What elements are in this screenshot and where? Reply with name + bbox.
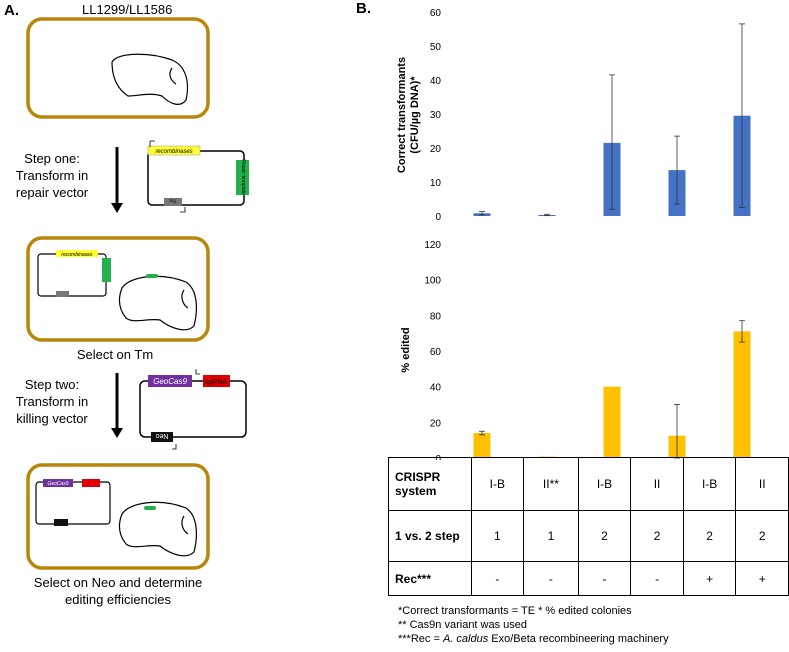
y-tick-label: 0 [435,212,441,223]
integration-site-3 [144,506,156,510]
table-cell: 1 [470,510,525,562]
table-cell: - [630,561,684,596]
sgrna-box-2 [82,479,100,487]
sgrna-text-1: sgRNA [205,379,228,386]
chart-correct-transformants: 0 10 20 30 40 50 60 Correct transformants (CFU/µ… [396,8,751,223]
repair-vector [147,150,245,206]
recombinases-box-1 [147,145,201,156]
neo-box-1 [151,432,173,442]
select-tm-label: Select on Tm [76,347,154,362]
cell-3-outline [26,463,210,570]
y-axis-label: % edited [400,327,412,372]
row-label: 1 vs. 2 step [388,510,472,562]
recombinases-box-2 [56,250,98,257]
recombinases-text-1: recombinases [155,149,192,155]
strain-label: LL1299/LL1586 [82,2,173,17]
table-row-steps: 1 vs. 2 step 1 1 2 2 2 2 [388,510,789,562]
conditions-table: CRISPR system I-B II** I-B II I-B II 1 v… [388,457,789,596]
footnote-1: *Correct transformants = TE * % edited c… [398,605,632,617]
y-tick-label: 100 [424,276,441,287]
table-row-crispr: CRISPR system I-B II** I-B II I-B II [388,457,789,511]
table-cell: 1 [523,510,579,562]
footnote-3: ***Rec = A. caldus Exo/Beta recombineeri… [398,633,669,645]
table-cell: 2 [577,510,632,562]
table-cell: I-B [577,457,632,511]
y-tick-label: 30 [430,110,442,121]
geocas9-box-2 [43,479,73,487]
table-cell: + [735,561,789,596]
row-label: CRISPR system [388,457,472,511]
panel-b-letter: B. [356,0,371,17]
table-cell: 2 [735,510,789,562]
sgrna-box-1 [203,375,230,387]
row-label: Rec*** [388,561,472,596]
y-tick-label: 80 [430,311,442,322]
table-cell: I-B [682,457,737,511]
repair-template-box-2 [102,258,111,282]
svg-text:GeoCas9: GeoCas9 [47,481,68,487]
table-cell: 2 [630,510,684,562]
chromosome-2 [118,275,197,331]
step-one-text: Step one: Transform in repair vector [15,151,89,200]
y-tick-label: 60 [430,347,442,358]
repair-vector-in-cell [37,253,107,297]
svg-text:recombinases: recombinases [61,252,93,258]
y-tick-label: 40 [430,76,442,87]
neo-box-2 [54,519,68,526]
y-tick-label: 10 [430,178,442,189]
bar [603,386,621,458]
step-two-text: Step two: Transform in killing vector [15,377,89,426]
repair-template-box-1 [236,160,249,195]
table-cell: + [682,561,737,596]
table-cell: - [577,561,632,596]
footnotes: *Correct transformants = TE * % edited c… [398,604,669,646]
table-cell: II [630,457,684,511]
table-cell: - [470,561,525,596]
neo-text-1: Neo [155,432,168,439]
killing-vector [139,380,247,438]
tm-text-1: Tm [169,197,176,203]
cell-2-outline [26,236,210,342]
table-cell: I-B [470,457,525,511]
killing-vector-in-cell [35,481,111,525]
select-neo-label: Select on Neo and determine editing effi… [33,575,203,607]
bar [733,331,751,458]
y-tick-label: 20 [430,144,442,155]
panel-a-diagram: recombinases Repair template Tm recombin… [26,17,249,570]
y-tick-label: 50 [430,42,442,53]
tm-box-1 [164,198,182,206]
table-cell: - [523,561,579,596]
chromosome-1 [111,53,189,105]
y-axis-label: Correct transformants [396,57,408,173]
table-cell: 2 [682,510,737,562]
geocas9-box-1 [148,375,192,387]
table-cell: II [735,457,789,511]
table-cell: II** [523,457,579,511]
footnote-2: ** Cas9n variant was used [398,619,528,631]
cell-1-outline [26,17,210,119]
bar [473,433,491,458]
chromosome-3 [118,501,197,557]
y-tick-label: 40 [430,383,442,394]
y-axis-label: (CFU/µg DNA)* [409,76,421,154]
y-tick-label: 120 [424,240,441,251]
table-row-rec: Rec*** - - - - + + [388,561,789,596]
y-tick-label: 60 [430,8,442,19]
integration-site-2 [146,274,158,278]
repair-template-text-1: Repair template [240,159,246,195]
panel-a-letter: A. [4,2,19,19]
y-tick-label: 20 [430,418,442,429]
geocas9-text-1: GeoCas9 [153,377,187,386]
tm-box-2 [56,291,69,297]
